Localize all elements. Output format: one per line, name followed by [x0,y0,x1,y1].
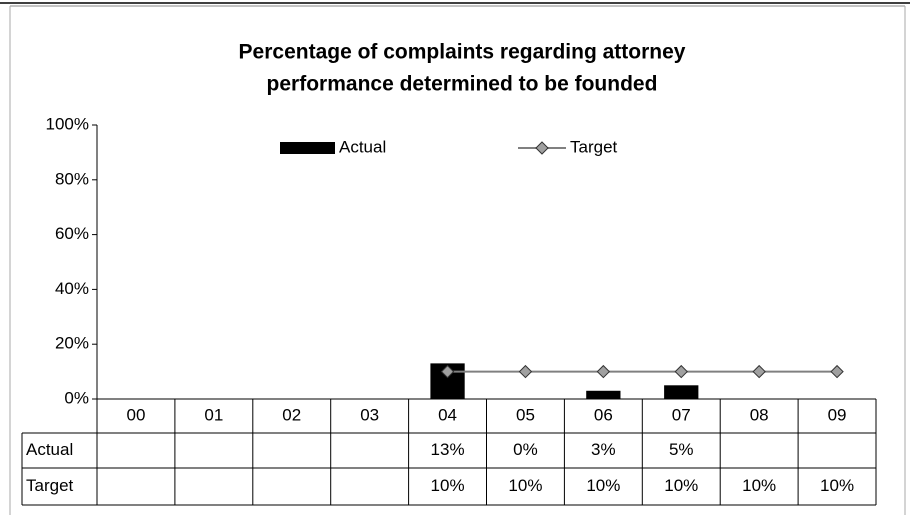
x-tick-label: 09 [828,405,847,424]
y-tick-label: 80% [55,169,89,188]
target-marker [674,364,688,379]
x-tick-label: 04 [438,405,457,424]
x-tick-label: 00 [126,405,145,424]
table-cell: 10% [664,476,698,495]
y-tick-label: 20% [55,334,89,353]
table-cell: 3% [591,440,616,459]
target-marker [596,364,611,379]
y-tick-label: 60% [55,224,89,243]
table-cell: 10% [586,476,620,495]
target-marker [752,364,766,379]
table-cell: 10% [742,476,776,495]
legend-label: Actual [339,137,386,156]
y-tick-label: 100% [46,114,89,133]
legend-marker [535,141,549,155]
x-tick-label: 05 [516,405,535,424]
target-marker [830,364,844,379]
x-tick-label: 07 [672,405,691,424]
table-row-label: Actual [26,440,73,459]
table-cell: 0% [513,440,538,459]
chart-title: performance determined to be founded [267,73,658,96]
bar [664,385,699,399]
y-tick-label: 0% [64,388,89,407]
target-marker [518,364,533,379]
legend-label: Target [570,137,618,156]
x-tick-label: 08 [750,405,769,424]
x-tick-label: 06 [594,405,613,424]
table-cell: 13% [431,440,465,459]
table-cell: 10% [508,476,542,495]
legend-swatch [280,142,335,154]
chart-title: Percentage of complaints regarding attor… [239,41,686,64]
x-tick-label: 02 [282,405,301,424]
table-cell: 10% [820,476,854,495]
table-cell: 10% [431,476,465,495]
table-row-label: Target [26,476,74,495]
target-marker [440,364,455,379]
bar [586,390,621,399]
x-tick-label: 03 [360,405,379,424]
table-cell: 5% [669,440,694,459]
x-tick-label: 01 [204,405,223,424]
y-tick-label: 40% [55,279,89,298]
